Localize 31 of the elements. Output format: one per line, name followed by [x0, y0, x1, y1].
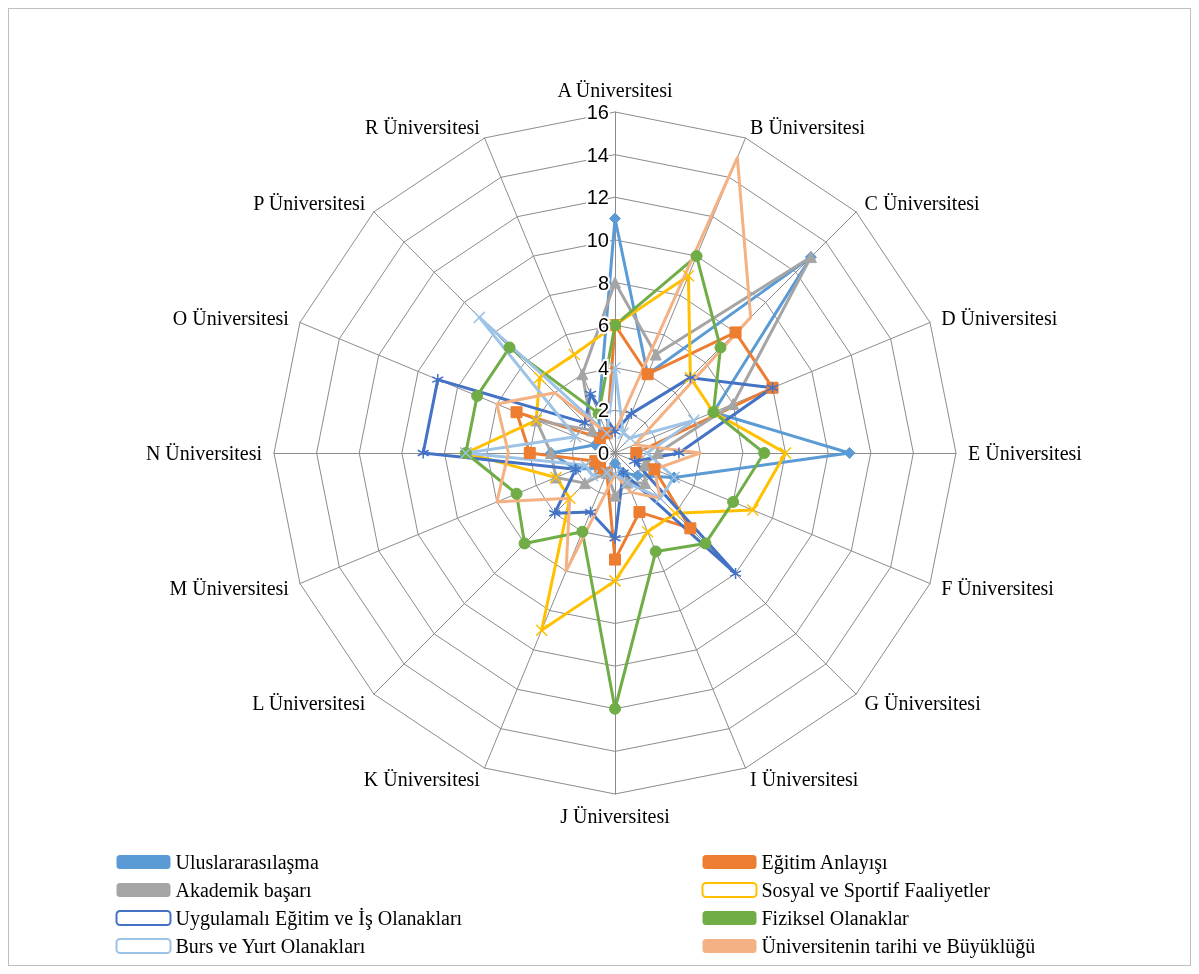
spoke-label: K Üniversitesi — [363, 768, 481, 791]
legend-label: Üniversitenin tarihi ve Büyüklüğü — [761, 935, 1036, 958]
y-tick-label: 14 — [586, 143, 609, 166]
spoke-label: O Üniversitesi — [172, 306, 290, 329]
spoke-label: E Üniversitesi — [968, 442, 1083, 464]
spoke-label: A Üniversitesi — [557, 79, 673, 101]
spoke-label: J Üniversitesi — [560, 805, 671, 827]
y-tick-label: 16 — [586, 101, 609, 123]
y-tick-label: 0 — [597, 442, 609, 464]
legend-label: Eğitim Anlayışı — [761, 851, 889, 874]
spoke-label: R Üniversitesi — [364, 115, 481, 138]
legend-label: Fiziksel Olanaklar — [761, 907, 910, 929]
spoke-label: D Üniversitesi — [941, 306, 1058, 329]
legend-label: Uluslararasılaşma — [175, 851, 319, 874]
spoke-label: C Üniversitesi — [864, 192, 981, 215]
spoke-label: G Üniversitesi — [864, 691, 982, 714]
spoke-label: P Üniversitesi — [253, 192, 366, 215]
legend-label: Sosyal ve Sportif Faaliyetler — [761, 879, 991, 902]
y-tick-label: 6 — [597, 314, 609, 337]
y-tick-label: 8 — [597, 271, 609, 294]
legend-label: Uygulamalı Eğitim ve İş Olanakları — [175, 907, 463, 930]
y-tick-label: 10 — [586, 228, 609, 251]
legend-label: Akademik başarı — [175, 879, 313, 902]
legend-label: Burs ve Yurt Olanakları — [175, 935, 366, 957]
spoke-label: B Üniversitesi — [750, 115, 866, 138]
spoke-label: I Üniversitesi — [750, 768, 859, 791]
spoke-label: F Üniversitesi — [941, 577, 1055, 600]
spoke-label: M Üniversitesi — [169, 577, 290, 600]
spoke-label: N Üniversitesi — [145, 442, 263, 464]
y-tick-label: 12 — [586, 186, 609, 209]
spoke-label: L Üniversitesi — [252, 691, 366, 714]
